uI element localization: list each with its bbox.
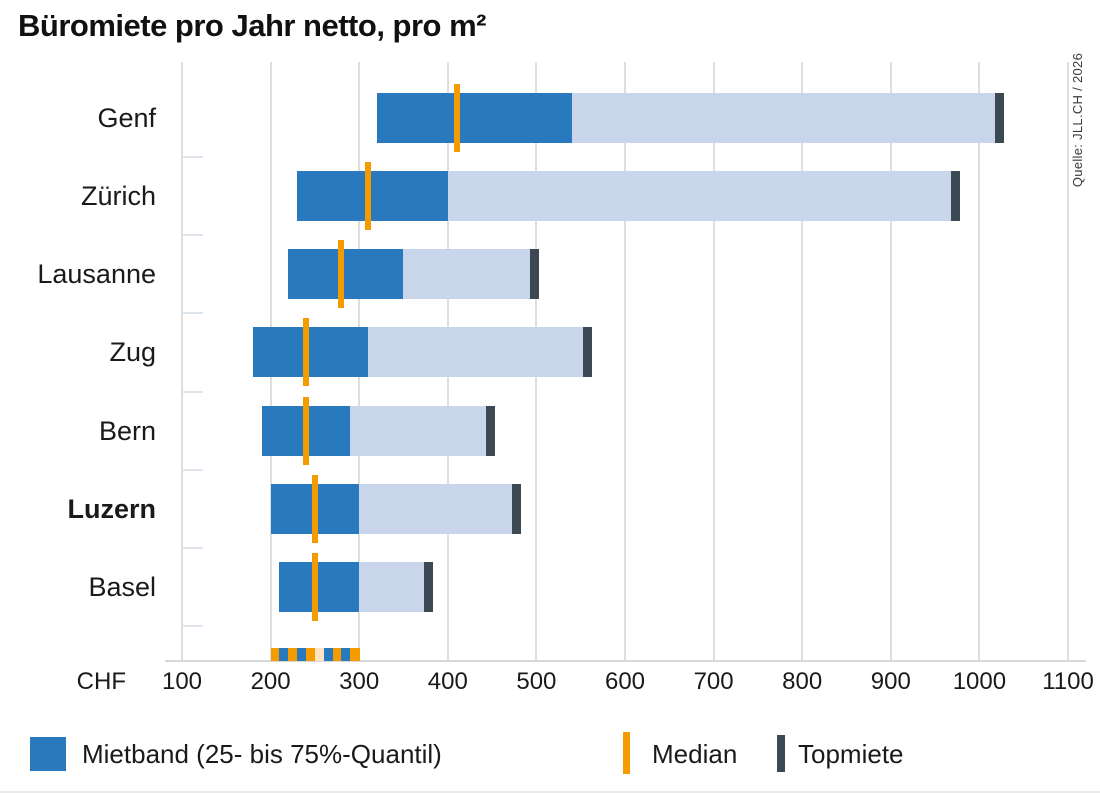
striped-overflow-bar-segment <box>306 648 316 661</box>
x-axis-line <box>165 660 1086 662</box>
striped-overflow-bar-segment <box>314 648 325 661</box>
gridline-100 <box>181 62 183 661</box>
page-bottom-border <box>0 791 1100 793</box>
row-basel-median-line <box>311 553 318 622</box>
x-tick-label-900: 900 <box>870 668 911 695</box>
row-luzern-median-line <box>311 475 318 543</box>
row-label-bern: Bern <box>98 415 156 446</box>
x-tick-label-500: 500 <box>516 668 557 695</box>
row-boundary-tick <box>182 547 203 550</box>
gridline-900 <box>889 62 892 661</box>
striped-overflow-bar-segment <box>288 648 298 661</box>
gridline-600 <box>624 62 626 661</box>
row-lausanne-topmiete-mark <box>529 249 539 300</box>
striped-overflow-bar-segment <box>270 648 280 661</box>
row-zug-median-line <box>303 318 310 387</box>
legend-median-swatch <box>623 732 630 774</box>
row-boundary-tick <box>182 155 203 158</box>
gridline-800 <box>801 62 804 661</box>
source-note: Quelle: JLL.CH / 2026 <box>1070 52 1085 188</box>
striped-overflow-bar-segment <box>341 648 351 661</box>
row-luzern-topmiete-mark <box>512 484 522 534</box>
striped-overflow-bar-segment <box>279 648 289 661</box>
row-label-basel: Basel <box>88 572 156 603</box>
x-tick-label-1100: 1100 <box>1042 668 1094 695</box>
row-zug-topmiete-mark <box>583 327 593 378</box>
gridline-700 <box>712 62 715 661</box>
x-tick-label-100: 100 <box>161 668 203 695</box>
row-zuerich-topmiete-mark <box>950 170 960 221</box>
row-label-luzern: Luzern <box>67 494 156 524</box>
striped-overflow-bar-segment <box>332 648 342 661</box>
axis-unit-label: CHF <box>76 668 126 695</box>
row-genf-median-line <box>453 83 460 152</box>
striped-overflow-bar-segment <box>323 648 334 661</box>
gridline-1100 <box>1067 62 1069 661</box>
x-tick-label-800: 800 <box>782 668 823 695</box>
x-tick-label-400: 400 <box>427 668 468 695</box>
x-tick-label-300: 300 <box>339 668 380 695</box>
row-basel-topmiete-mark <box>423 562 433 613</box>
legend-mietband-label: Mietband (25- bis 75%-Quantil) <box>82 739 442 769</box>
x-tick-label-200: 200 <box>250 668 291 695</box>
legend-topmiete-swatch <box>777 735 785 772</box>
x-tick-label-700: 700 <box>693 668 734 695</box>
row-label-zug: Zug <box>109 337 156 368</box>
row-boundary-tick <box>182 233 203 236</box>
row-boundary-tick <box>182 625 203 628</box>
legend-topmiete-label: Topmiete <box>798 739 904 769</box>
row-label-zuerich: Zürich <box>80 180 156 211</box>
legend-median-label: Median <box>652 739 738 769</box>
row-genf-topmiete-mark <box>995 92 1005 143</box>
row-label-genf: Genf <box>97 102 156 133</box>
row-lausanne-median-line <box>338 240 345 309</box>
row-basel-mietband-bar <box>279 562 360 613</box>
row-lausanne-mietband-bar <box>288 249 404 300</box>
x-tick-label-600: 600 <box>604 668 646 695</box>
row-bern-median-line <box>303 396 310 465</box>
row-label-lausanne: Lausanne <box>37 259 156 290</box>
row-zuerich-median-line <box>365 161 372 230</box>
row-genf-mietband-bar <box>376 92 572 143</box>
row-bern-topmiete-mark <box>485 405 495 456</box>
x-tick-label-1000: 1000 <box>952 668 1007 695</box>
row-zug-mietband-bar <box>252 327 369 378</box>
gridline-1000 <box>978 62 981 661</box>
legend-mietband-swatch <box>30 737 66 771</box>
chart-title: Büromiete pro Jahr netto, pro m² <box>18 8 486 43</box>
row-boundary-tick <box>182 390 203 393</box>
striped-overflow-bar-segment <box>297 648 307 661</box>
row-boundary-tick <box>182 312 203 315</box>
row-boundary-tick <box>182 468 203 471</box>
row-zuerich-mietband-bar <box>297 170 448 221</box>
striped-overflow-bar-segment <box>350 648 360 661</box>
